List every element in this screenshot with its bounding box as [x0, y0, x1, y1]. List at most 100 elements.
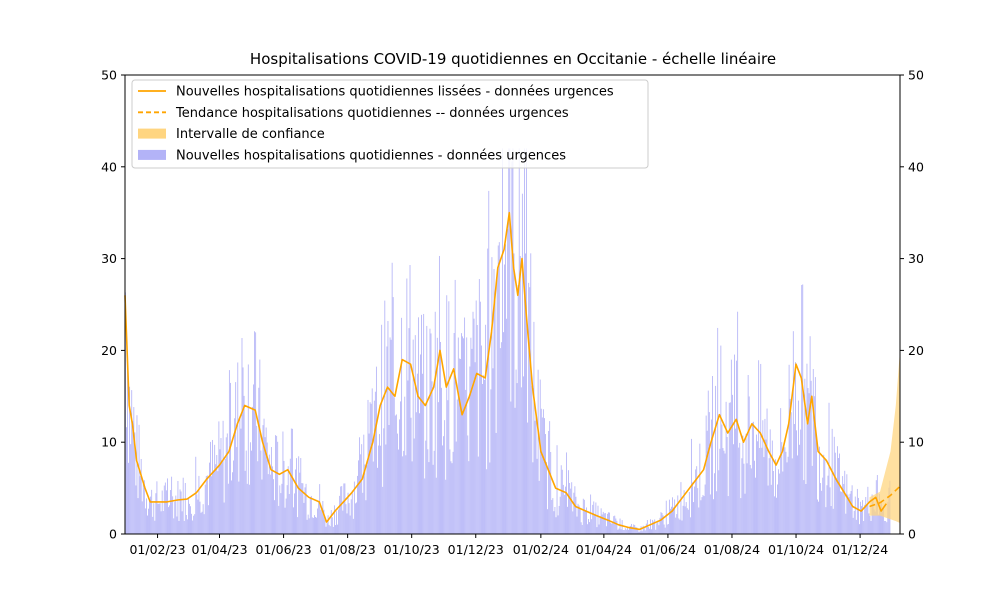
- daily-bar: [635, 527, 637, 534]
- daily-bar: [441, 387, 442, 534]
- bars-layer: [125, 148, 891, 535]
- daily-bar: [272, 466, 273, 534]
- daily-bar: [700, 500, 702, 534]
- daily-bar: [194, 514, 196, 534]
- daily-bar: [253, 384, 254, 534]
- daily-bar: [845, 513, 847, 534]
- daily-bar: [202, 504, 204, 534]
- daily-bar: [304, 487, 306, 534]
- daily-bar: [222, 420, 224, 534]
- daily-bar: [625, 529, 627, 534]
- daily-bar: [673, 507, 675, 534]
- daily-bar: [140, 458, 142, 534]
- y-tick-label-left: 20: [101, 343, 117, 358]
- daily-bar: [661, 513, 663, 534]
- daily-bar: [534, 420, 536, 534]
- daily-bar: [751, 422, 753, 534]
- daily-bar: [158, 503, 160, 534]
- daily-bar: [259, 359, 261, 534]
- daily-bar: [339, 495, 341, 534]
- daily-bar: [235, 382, 237, 534]
- daily-bar: [686, 508, 688, 534]
- daily-bar: [848, 497, 850, 534]
- daily-bar: [836, 446, 838, 534]
- daily-bar: [572, 511, 574, 534]
- daily-bar: [762, 420, 764, 534]
- daily-bar: [699, 443, 701, 534]
- daily-bar: [126, 427, 127, 534]
- daily-bar: [554, 506, 556, 534]
- daily-bar: [568, 470, 569, 534]
- daily-bar: [484, 379, 485, 534]
- daily-bar: [162, 511, 164, 534]
- daily-bar: [707, 390, 709, 534]
- daily-bar: [219, 449, 221, 534]
- daily-bar: [662, 515, 664, 534]
- daily-bar: [808, 393, 810, 534]
- daily-bar: [363, 434, 365, 534]
- daily-bar: [131, 390, 133, 534]
- daily-bar: [591, 519, 593, 534]
- daily-bar: [311, 517, 313, 534]
- daily-bar: [664, 527, 666, 534]
- daily-bar: [481, 345, 482, 534]
- daily-bar: [321, 508, 323, 534]
- daily-bar: [174, 501, 176, 534]
- daily-bar: [757, 441, 759, 534]
- daily-bar: [595, 502, 597, 534]
- daily-bar: [184, 482, 186, 534]
- y-tick-label-right: 50: [908, 68, 924, 83]
- daily-bar: [688, 491, 690, 534]
- daily-bar: [679, 519, 681, 534]
- daily-bar: [230, 382, 231, 534]
- daily-bar: [826, 485, 828, 534]
- daily-bar: [552, 498, 554, 534]
- daily-bar: [407, 380, 409, 534]
- daily-bar: [370, 403, 372, 534]
- daily-bar: [525, 253, 526, 534]
- daily-bar: [232, 472, 233, 534]
- daily-bar: [416, 373, 418, 534]
- daily-bar: [426, 325, 428, 534]
- daily-bar: [647, 526, 649, 534]
- chart-title: Hospitalisations COVID-19 quotidiennes e…: [250, 50, 776, 68]
- daily-bar: [364, 464, 366, 534]
- daily-bar: [302, 483, 304, 534]
- daily-bar: [209, 462, 210, 534]
- daily-bar: [852, 517, 854, 534]
- daily-bar: [389, 337, 391, 534]
- daily-bar: [677, 495, 679, 534]
- y-tick-label-left: 0: [109, 527, 117, 542]
- daily-bar: [788, 364, 790, 534]
- daily-bar: [865, 497, 867, 534]
- x-tick-label: 01/06/24: [640, 542, 696, 557]
- daily-bar: [139, 476, 141, 534]
- daily-bar: [167, 478, 168, 534]
- daily-bar: [727, 496, 729, 534]
- daily-bar: [573, 492, 575, 534]
- daily-bar: [601, 514, 603, 534]
- daily-bar: [204, 484, 206, 534]
- daily-bar: [382, 486, 384, 534]
- daily-bar: [749, 464, 751, 534]
- daily-bar: [752, 421, 754, 534]
- daily-bar: [357, 475, 358, 534]
- daily-bar: [488, 190, 490, 534]
- daily-bar: [728, 402, 730, 534]
- daily-bar: [348, 503, 350, 534]
- daily-bar: [251, 450, 252, 534]
- daily-bar: [181, 511, 183, 534]
- daily-bar: [735, 428, 736, 534]
- daily-bar: [447, 400, 449, 534]
- daily-bar: [819, 446, 820, 534]
- daily-bar: [756, 434, 757, 534]
- daily-bar: [300, 458, 302, 534]
- daily-bar: [499, 348, 501, 534]
- daily-bar: [678, 518, 680, 534]
- daily-bar: [785, 451, 787, 534]
- daily-bar: [498, 242, 500, 534]
- daily-bar: [729, 402, 731, 534]
- daily-bar: [497, 245, 499, 535]
- daily-bar: [472, 311, 474, 534]
- daily-bar: [740, 498, 742, 534]
